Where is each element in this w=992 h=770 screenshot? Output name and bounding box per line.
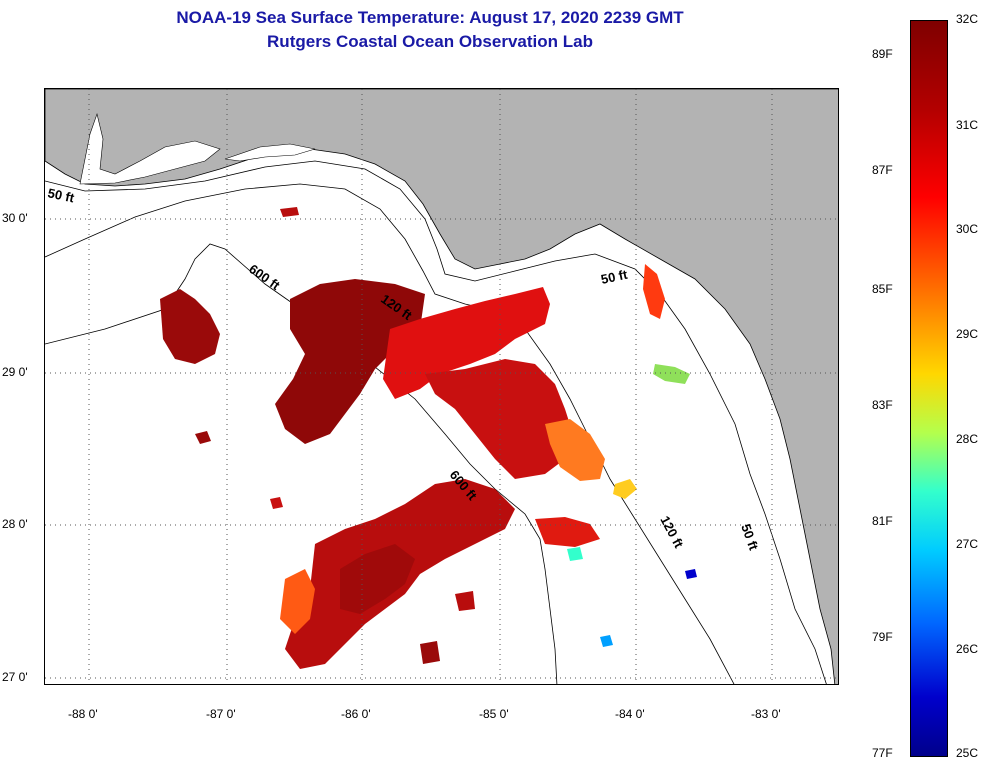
map-subtitle: Rutgers Coastal Ocean Observation Lab: [267, 32, 593, 51]
bay-water: [79, 112, 221, 185]
lon-label-88: -88 0': [68, 707, 98, 721]
colorbar-label-79f: 79F: [872, 630, 893, 644]
lon-label-85: -85 0': [479, 707, 509, 721]
contour-label-50ft-east: 50 ft: [600, 267, 630, 287]
temperature-colorbar: [910, 20, 948, 757]
contour-label-50ft-west: 50 ft: [46, 185, 76, 205]
map-title: NOAA-19 Sea Surface Temperature: August …: [176, 8, 684, 27]
colorbar-label-27c: 27C: [956, 537, 979, 551]
colorbar-label-28c: 28C: [956, 432, 979, 446]
colorbar-label-87f: 87F: [872, 163, 893, 177]
lon-label-84: -84 0': [615, 707, 645, 721]
colorbar-label-26c: 26C: [956, 642, 979, 656]
lat-label-28: 28 0': [2, 517, 28, 531]
colorbar-label-81f: 81F: [872, 514, 893, 528]
sst-map-canvas: 50 ft 600 ft 120 ft 50 ft 600 ft 120 ft …: [45, 89, 838, 684]
colorbar-label-30c: 30C: [956, 222, 979, 236]
lat-label-27: 27 0': [2, 670, 28, 684]
colorbar-label-25c: 25C: [956, 746, 979, 760]
contour-label-600ft-north: 600 ft: [246, 261, 283, 293]
colorbar-label-77f: 77F: [872, 746, 893, 760]
lat-label-30: 30 0': [2, 211, 28, 225]
contour-50ft-north: [45, 160, 827, 684]
colorbar-label-85f: 85F: [872, 282, 893, 296]
colorbar-label-89f: 89F: [872, 47, 893, 61]
contour-label-50ft-south: 50 ft: [738, 522, 761, 553]
contour-label-120ft-south: 120 ft: [657, 513, 687, 551]
lon-label-86: -86 0': [341, 707, 371, 721]
contour-120ft: [45, 183, 735, 684]
lon-label-83: -83 0': [751, 707, 781, 721]
lat-label-29: 29 0': [2, 365, 28, 379]
colorbar-label-31c: 31C: [956, 118, 979, 132]
lon-label-87: -87 0': [206, 707, 236, 721]
bay-water-2: [224, 143, 316, 162]
sst-map: 50 ft 600 ft 120 ft 50 ft 600 ft 120 ft …: [44, 88, 839, 685]
colorbar-label-32c: 32C: [956, 12, 979, 26]
colorbar-label-83f: 83F: [872, 398, 893, 412]
colorbar-label-29c: 29C: [956, 327, 979, 341]
sst-data-layer: [160, 207, 697, 669]
land-mass: [45, 89, 838, 684]
